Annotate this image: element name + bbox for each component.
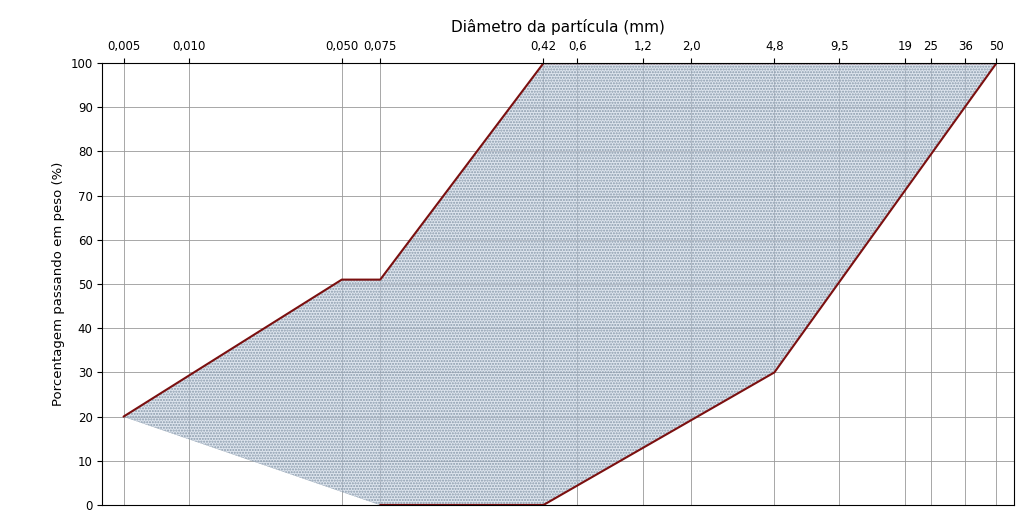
Polygon shape	[124, 63, 996, 505]
Y-axis label: Porcentagem passando em peso (%): Porcentagem passando em peso (%)	[52, 162, 65, 406]
X-axis label: Diâmetro da partícula (mm): Diâmetro da partícula (mm)	[452, 19, 665, 35]
